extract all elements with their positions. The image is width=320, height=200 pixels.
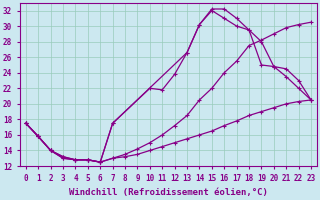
X-axis label: Windchill (Refroidissement éolien,°C): Windchill (Refroidissement éolien,°C): [69, 188, 268, 197]
